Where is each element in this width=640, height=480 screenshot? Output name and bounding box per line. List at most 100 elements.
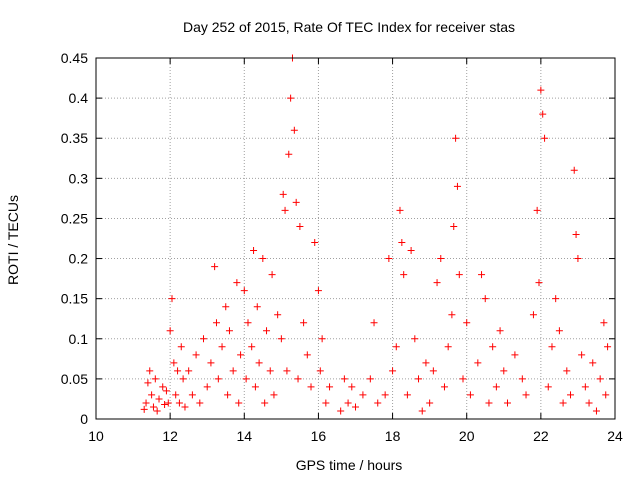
data-point <box>176 399 183 406</box>
data-point <box>567 391 574 398</box>
data-point <box>604 343 611 350</box>
data-point <box>602 391 609 398</box>
y-tick-label: 0.2 <box>69 251 89 267</box>
data-point <box>463 319 470 326</box>
data-point <box>270 391 277 398</box>
data-point <box>437 255 444 262</box>
data-point <box>291 127 298 134</box>
data-point <box>165 399 172 406</box>
data-point <box>548 343 555 350</box>
data-point <box>256 359 263 366</box>
x-tick-label: 24 <box>607 428 623 444</box>
data-point <box>287 95 294 102</box>
data-point <box>233 279 240 286</box>
data-point <box>308 383 315 390</box>
data-point <box>460 375 467 382</box>
data-point <box>552 295 559 302</box>
data-point <box>267 367 274 374</box>
y-tick-label: 0.35 <box>61 130 88 146</box>
data-point <box>474 359 481 366</box>
data-point <box>419 407 426 414</box>
data-point <box>174 367 181 374</box>
x-tick-label: 10 <box>88 428 104 444</box>
data-point <box>315 287 322 294</box>
data-point <box>163 387 170 394</box>
data-point <box>185 367 192 374</box>
data-point <box>445 343 452 350</box>
y-axis-label: ROTI / TECUs <box>5 195 21 285</box>
data-point <box>411 335 418 342</box>
data-point <box>322 399 329 406</box>
data-point <box>556 327 563 334</box>
data-point <box>450 223 457 230</box>
data-point <box>154 407 161 414</box>
data-point <box>398 239 405 246</box>
data-point <box>196 399 203 406</box>
data-point <box>467 391 474 398</box>
data-point <box>207 359 214 366</box>
data-point <box>170 359 177 366</box>
data-point <box>511 351 518 358</box>
data-point <box>359 391 366 398</box>
data-point <box>278 335 285 342</box>
data-point <box>230 367 237 374</box>
data-point <box>161 401 168 408</box>
data-point <box>224 391 231 398</box>
data-point <box>422 359 429 366</box>
data-point <box>441 383 448 390</box>
data-point <box>456 271 463 278</box>
data-point <box>250 247 257 254</box>
data-point <box>389 367 396 374</box>
data-point <box>523 391 530 398</box>
data-point <box>396 207 403 214</box>
y-tick-label: 0.15 <box>61 291 88 307</box>
data-point <box>319 335 326 342</box>
roti-scatter-chart: Day 252 of 2015, Rate Of TEC Index for r… <box>0 0 640 480</box>
x-tick-label: 20 <box>459 428 475 444</box>
data-point <box>374 399 381 406</box>
data-point <box>371 319 378 326</box>
data-point <box>578 351 585 358</box>
data-point <box>352 403 359 410</box>
y-tick-label: 0.25 <box>61 210 88 226</box>
data-point <box>448 311 455 318</box>
data-point <box>144 379 151 386</box>
data-point <box>261 399 268 406</box>
data-point <box>167 327 174 334</box>
data-point <box>204 383 211 390</box>
data-point <box>563 367 570 374</box>
x-tick-label: 16 <box>311 428 327 444</box>
data-point <box>434 279 441 286</box>
data-point <box>241 287 248 294</box>
data-point <box>296 223 303 230</box>
data-point <box>219 343 226 350</box>
data-point <box>235 399 242 406</box>
data-point <box>300 319 307 326</box>
data-point <box>263 327 270 334</box>
data-point <box>244 319 251 326</box>
data-point <box>172 391 179 398</box>
data-point <box>326 383 333 390</box>
x-tick-label: 14 <box>236 428 252 444</box>
y-tick-label: 0.45 <box>61 50 88 66</box>
y-tick-label: 0.4 <box>69 90 89 106</box>
data-point <box>295 375 302 382</box>
data-point <box>280 191 287 198</box>
data-point <box>304 351 311 358</box>
data-point <box>593 407 600 414</box>
data-point <box>541 135 548 142</box>
data-point <box>285 151 292 158</box>
data-point <box>178 343 185 350</box>
data-point <box>489 343 496 350</box>
data-point <box>573 231 580 238</box>
data-point <box>317 367 324 374</box>
data-point <box>408 247 415 254</box>
data-point <box>237 351 244 358</box>
data-point <box>146 367 153 374</box>
data-point <box>211 263 218 270</box>
data-point <box>180 375 187 382</box>
data-point <box>193 351 200 358</box>
data-point <box>248 343 255 350</box>
data-point <box>152 375 159 382</box>
x-axis-label: GPS time / hours <box>296 457 403 473</box>
